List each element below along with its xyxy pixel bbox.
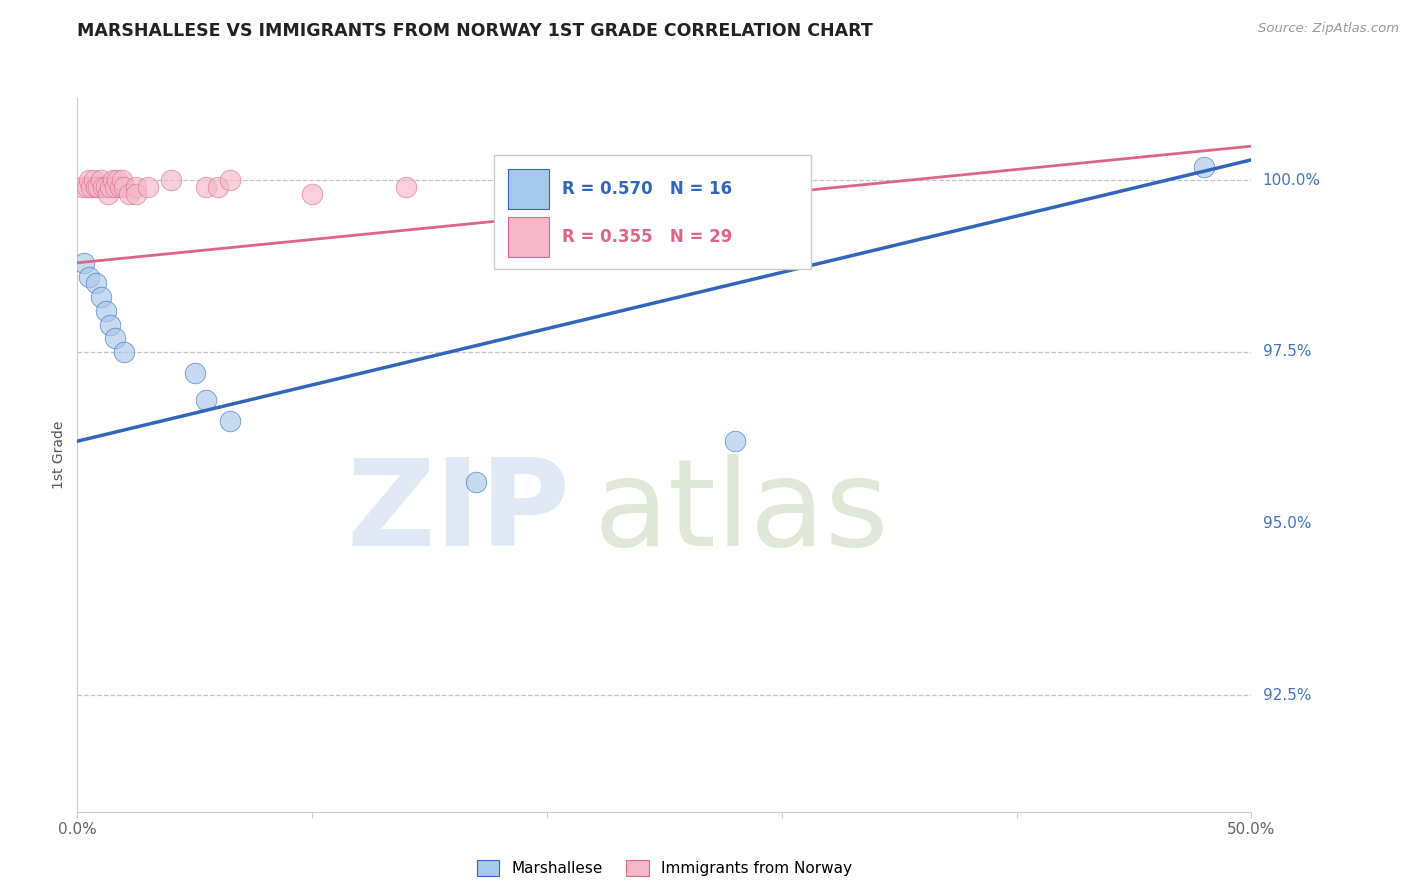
Text: atlas: atlas (593, 453, 890, 571)
Point (219, 414, 242, 428)
Text: 97.5%: 97.5% (1263, 344, 1310, 359)
Text: MARSHALLESE VS IMMIGRANTS FROM NORWAY 1ST GRADE CORRELATION CHART: MARSHALLESE VS IMMIGRANTS FROM NORWAY 1S… (77, 22, 873, 40)
Point (90, 173, 112, 187)
Point (94, 180, 117, 194)
Point (125, 180, 148, 194)
Point (70, 180, 93, 194)
Point (80, 180, 103, 194)
FancyBboxPatch shape (508, 169, 550, 209)
Point (83, 173, 105, 187)
Point (91, 180, 114, 194)
Point (77, 269, 100, 284)
Point (108, 180, 131, 194)
Point (111, 173, 134, 187)
Point (125, 187, 148, 202)
Point (1194, 160, 1216, 174)
Point (73, 256, 96, 270)
Point (77, 173, 100, 187)
Point (76, 180, 98, 194)
Point (118, 187, 141, 202)
Text: 100.0%: 100.0% (1263, 173, 1320, 188)
Point (94, 303, 117, 318)
Text: 92.5%: 92.5% (1263, 688, 1310, 703)
FancyBboxPatch shape (508, 218, 550, 257)
Point (98, 180, 121, 194)
Point (219, 173, 242, 187)
Point (112, 345, 135, 359)
Point (207, 180, 229, 194)
Text: R = 0.570   N = 16: R = 0.570 N = 16 (562, 180, 733, 198)
Point (104, 331, 127, 345)
Point (395, 180, 418, 194)
Point (84, 277, 107, 291)
Text: Source: ZipAtlas.com: Source: ZipAtlas.com (1258, 22, 1399, 36)
Point (301, 187, 323, 202)
Point (112, 180, 135, 194)
Text: ZIP: ZIP (347, 453, 571, 571)
Point (84, 180, 107, 194)
Point (104, 180, 127, 194)
Legend: Marshallese, Immigrants from Norway: Marshallese, Immigrants from Norway (471, 855, 858, 882)
FancyBboxPatch shape (494, 155, 811, 269)
Point (724, 434, 747, 449)
Point (582, 180, 605, 194)
Point (465, 475, 488, 490)
Point (97, 187, 120, 202)
Text: 95.0%: 95.0% (1263, 516, 1310, 531)
Y-axis label: 1st Grade: 1st Grade (52, 421, 66, 489)
Point (183, 366, 207, 380)
Text: R = 0.355   N = 29: R = 0.355 N = 29 (562, 228, 733, 246)
Point (90, 290, 112, 304)
Point (98, 318, 121, 332)
Point (101, 173, 124, 187)
Point (136, 180, 159, 194)
Point (195, 180, 218, 194)
Point (195, 392, 218, 407)
Point (160, 173, 183, 187)
Point (105, 173, 128, 187)
Point (87, 180, 110, 194)
